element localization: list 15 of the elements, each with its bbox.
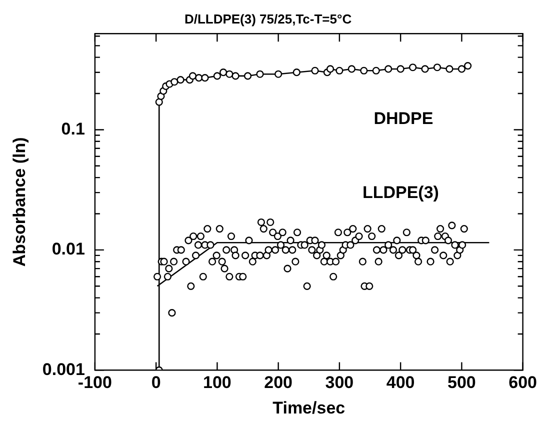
text: DHDPE [374, 109, 434, 128]
chart-title: D/LLDPE(3) 75/25,Tc-T=5°C [184, 11, 352, 26]
y-tick-label: 0.01 [52, 240, 85, 259]
x-tick-label: 500 [448, 373, 476, 392]
x-tick-label: 0 [151, 373, 161, 392]
y-tick-label: 0.001 [42, 360, 85, 379]
x-axis-title: Time/sec [272, 398, 346, 418]
x-tick-label: 300 [325, 373, 354, 392]
x-tick-label: 400 [386, 373, 415, 392]
x-tick-label: 600 [508, 373, 538, 392]
x-tick-label: 100 [203, 373, 232, 392]
series-label: LLDPE(3) [362, 182, 439, 202]
y-axis-title: Absorbance (ln) [10, 137, 29, 267]
x-tick-label: 200 [264, 373, 293, 392]
y-tick-label: 0.1 [61, 119, 85, 138]
